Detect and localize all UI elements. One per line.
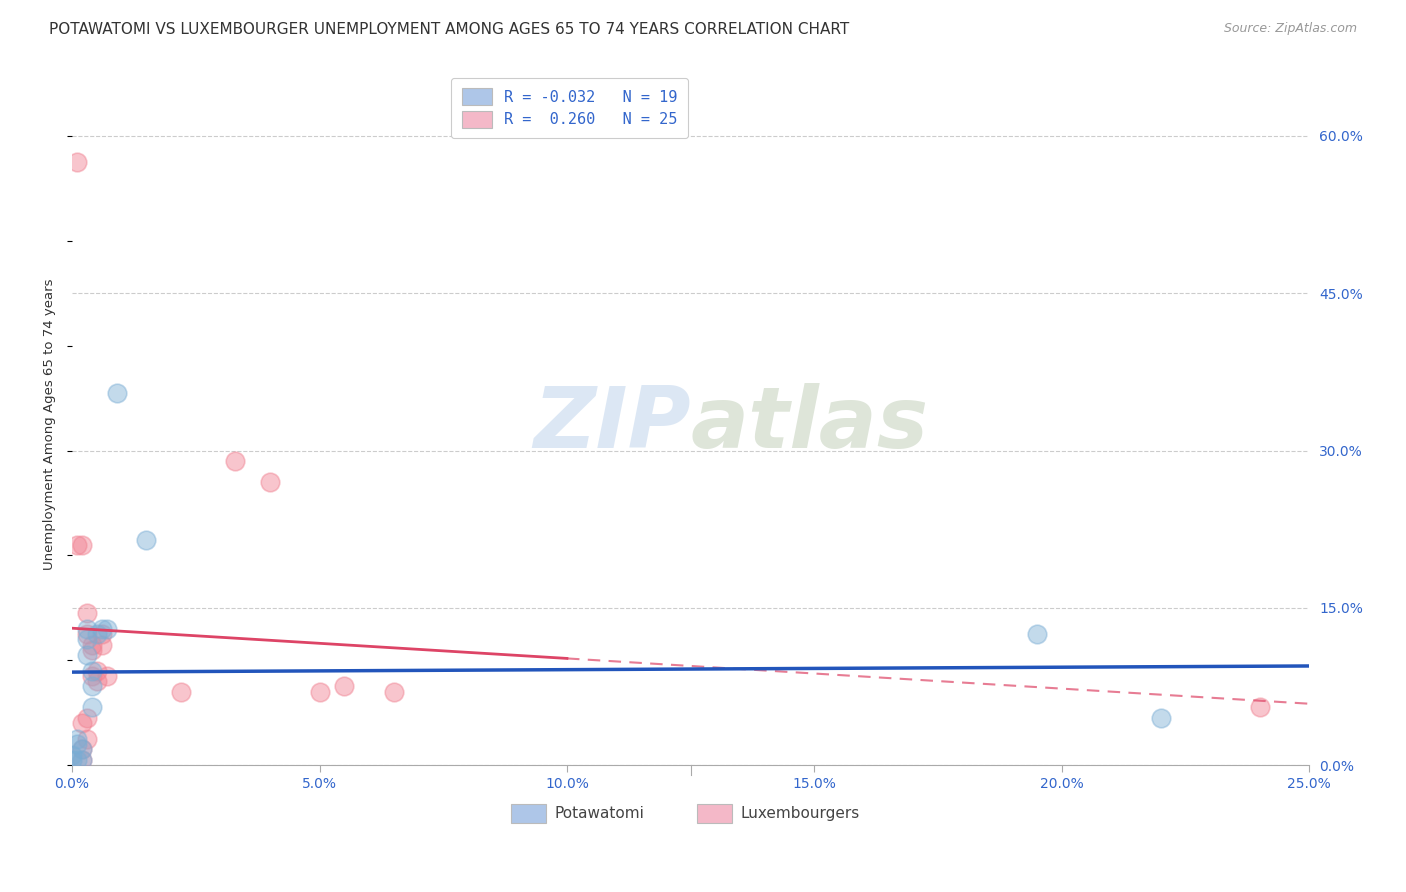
Point — [70, 538, 93, 552]
Point — [60, 747, 83, 762]
Point — [308, 684, 330, 698]
Text: Luxembourgers: Luxembourgers — [740, 806, 859, 821]
Point — [76, 627, 98, 641]
Point — [70, 753, 93, 767]
Point — [90, 627, 112, 641]
FancyBboxPatch shape — [512, 804, 546, 823]
Point — [170, 684, 193, 698]
Point — [76, 606, 98, 620]
Point — [70, 742, 93, 756]
Point — [80, 638, 103, 652]
Point — [70, 742, 93, 756]
Point — [76, 648, 98, 662]
Point — [76, 632, 98, 647]
Text: POTAWATOMI VS LUXEMBOURGER UNEMPLOYMENT AMONG AGES 65 TO 74 YEARS CORRELATION CH: POTAWATOMI VS LUXEMBOURGER UNEMPLOYMENT … — [49, 22, 849, 37]
Point — [76, 711, 98, 725]
Point — [96, 622, 118, 636]
Point — [66, 155, 89, 169]
Point — [66, 731, 89, 746]
Point — [70, 753, 93, 767]
Point — [80, 669, 103, 683]
Point — [96, 669, 118, 683]
Point — [80, 642, 103, 657]
Point — [135, 533, 157, 547]
Point — [80, 664, 103, 678]
Point — [80, 680, 103, 694]
Text: ZIP: ZIP — [533, 383, 690, 466]
Point — [70, 716, 93, 731]
Point — [86, 674, 108, 689]
Point — [80, 700, 103, 714]
Text: Potawatomi: Potawatomi — [554, 806, 644, 821]
Point — [76, 622, 98, 636]
Point — [1249, 700, 1271, 714]
Point — [333, 680, 356, 694]
Point — [90, 638, 112, 652]
Point — [66, 753, 89, 767]
Point — [66, 737, 89, 751]
Point — [86, 664, 108, 678]
Text: atlas: atlas — [690, 383, 929, 466]
Y-axis label: Unemployment Among Ages 65 to 74 years: Unemployment Among Ages 65 to 74 years — [44, 278, 56, 570]
FancyBboxPatch shape — [697, 804, 731, 823]
Point — [76, 731, 98, 746]
Point — [1026, 627, 1049, 641]
Point — [224, 454, 246, 468]
Point — [1150, 711, 1173, 725]
Legend: R = -0.032   N = 19, R =  0.260   N = 25: R = -0.032 N = 19, R = 0.260 N = 25 — [451, 78, 689, 138]
Text: Source: ZipAtlas.com: Source: ZipAtlas.com — [1223, 22, 1357, 36]
Point — [259, 475, 281, 489]
Point — [90, 622, 112, 636]
Point — [66, 538, 89, 552]
Point — [60, 753, 83, 767]
Point — [382, 684, 405, 698]
Point — [105, 385, 128, 400]
Point — [86, 627, 108, 641]
